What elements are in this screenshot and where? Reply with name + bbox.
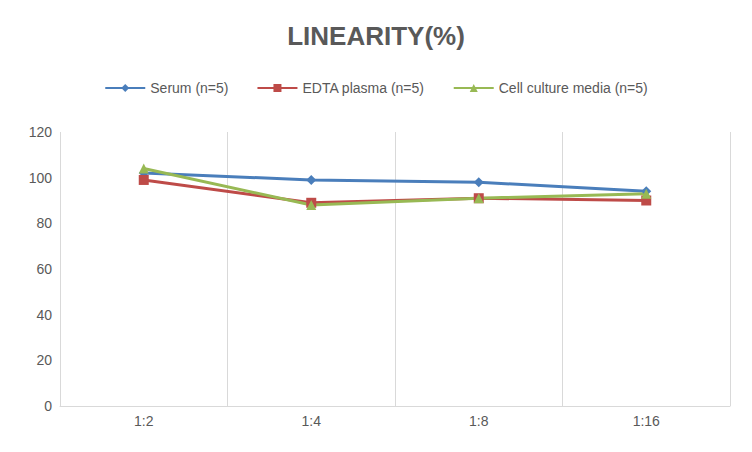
svg-text:60: 60 <box>36 261 52 277</box>
svg-text:Serum (n=5): Serum (n=5) <box>150 80 228 96</box>
svg-text:20: 20 <box>36 352 52 368</box>
svg-text:0: 0 <box>44 398 52 414</box>
svg-text:1:16: 1:16 <box>633 413 660 429</box>
svg-text:Cell culture media (n=5): Cell culture media (n=5) <box>499 80 648 96</box>
svg-text:1:2: 1:2 <box>134 413 154 429</box>
svg-text:40: 40 <box>36 307 52 323</box>
svg-text:EDTA plasma (n=5): EDTA plasma (n=5) <box>302 80 424 96</box>
svg-text:1:4: 1:4 <box>302 413 322 429</box>
svg-text:120: 120 <box>29 124 53 140</box>
svg-text:LINEARITY(%): LINEARITY(%) <box>287 21 465 51</box>
svg-text:100: 100 <box>29 170 53 186</box>
svg-text:1:8: 1:8 <box>469 413 489 429</box>
svg-text:80: 80 <box>36 215 52 231</box>
